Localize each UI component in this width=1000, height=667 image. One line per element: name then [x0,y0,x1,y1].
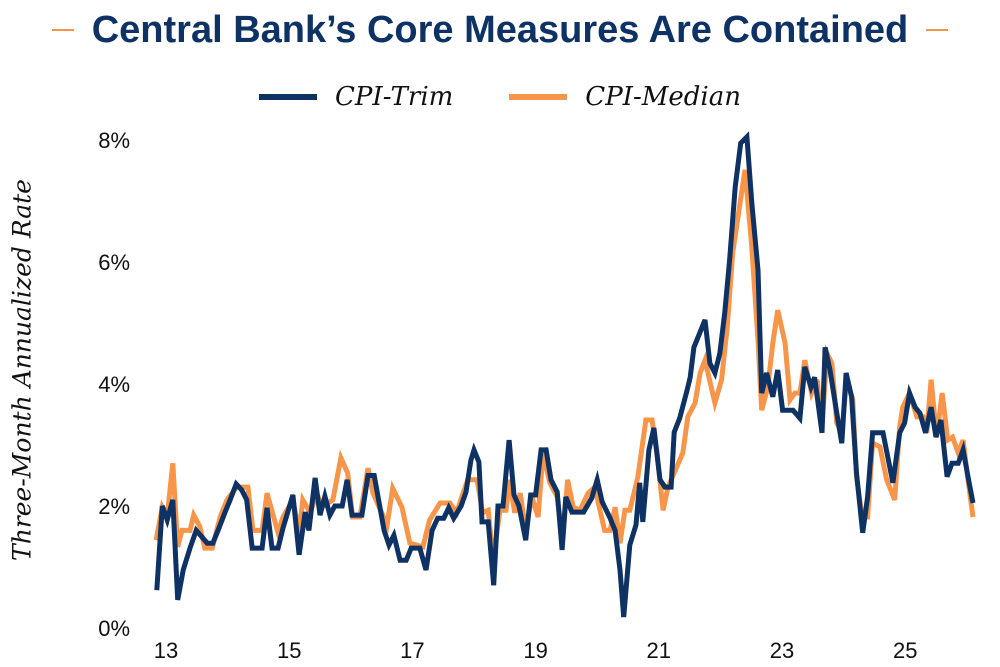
series-lines [153,131,976,618]
y-tick-labels: 0% 2% 4% 6% 8% [98,128,130,641]
legend-item-cpi-trim: CPI-Trim [259,82,453,112]
legend-swatch-cpi-trim [259,94,318,100]
y-tick-label: 8% [98,128,130,153]
legend-item-cpi-median: CPI-Median [509,82,741,112]
legend: CPI-Trim CPI-Median [0,82,1000,112]
title-row: Central Bank’s Core Measures Are Contain… [0,2,1000,58]
y-tick-label: 6% [98,250,130,275]
series-line-cpi-trim [154,131,976,618]
x-tick-label: 23 [770,638,794,663]
title-dash-left [51,29,74,31]
legend-label-cpi-trim: CPI-Trim [335,82,454,112]
x-tick-label: 25 [893,638,917,663]
x-tick-label: 17 [400,638,424,663]
x-tick-label: 13 [154,638,178,663]
legend-swatch-cpi-median [509,94,568,100]
x-tick-labels: 13 15 17 19 21 23 25 [154,638,918,663]
title-dash-right [926,29,949,31]
y-tick-label: 4% [98,372,130,397]
x-tick-label: 15 [277,638,301,663]
y-tick-label: 0% [98,616,130,641]
x-tick-label: 21 [647,638,671,663]
chart-title: Central Bank’s Core Measures Are Contain… [91,8,909,51]
x-tick-label: 19 [523,638,547,663]
y-tick-label: 2% [98,494,130,519]
legend-label-cpi-median: CPI-Median [585,82,741,112]
